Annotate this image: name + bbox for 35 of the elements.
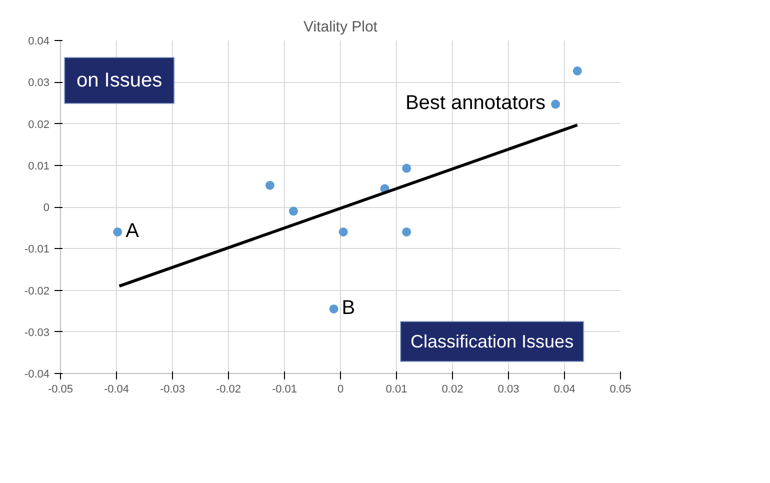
- point: [338, 227, 348, 236]
- x-tick-label: -0.03: [160, 384, 186, 396]
- x-tick-label: 0: [337, 384, 344, 396]
- x-tick-label: -0.05: [48, 384, 74, 396]
- point: [329, 304, 338, 314]
- point: [402, 227, 412, 236]
- y-tick-label: -0.01: [24, 244, 50, 256]
- chart-title: Vitality Plot: [304, 18, 378, 36]
- point: [551, 100, 560, 109]
- x-tick-label: -0.04: [104, 384, 130, 396]
- y-tick-label: -0.04: [24, 368, 50, 380]
- annotation: A: [126, 220, 140, 242]
- x-tick-label: -0.02: [216, 384, 242, 396]
- x-tick-label: -0.01: [272, 384, 298, 396]
- annotation: B: [342, 296, 356, 319]
- x-tick-label: 0.05: [610, 384, 632, 396]
- y-tick-label: 0.03: [28, 77, 50, 90]
- annotation: Classification Issues: [410, 332, 574, 352]
- point: [265, 180, 274, 190]
- x-tick-label: 0.03: [498, 384, 520, 396]
- x-tick-label: 0.02: [442, 384, 464, 396]
- annotation: Best annotators: [405, 92, 546, 114]
- y-tick-label: -0.02: [24, 285, 50, 298]
- y-tick-label: 0.01: [28, 160, 50, 172]
- x-tick-label: 0.04: [554, 384, 576, 396]
- point: [113, 227, 122, 236]
- y-tick-label: 0: [43, 202, 50, 214]
- y-tick-label: 0.04: [28, 36, 50, 48]
- annotation: on Issues: [76, 70, 162, 92]
- y-tick-label: -0.03: [24, 326, 50, 339]
- point: [288, 206, 298, 216]
- point: [402, 164, 412, 173]
- point: [572, 66, 582, 76]
- y-tick-label: 0.02: [28, 118, 50, 131]
- x-tick-label: 0.01: [386, 384, 408, 396]
